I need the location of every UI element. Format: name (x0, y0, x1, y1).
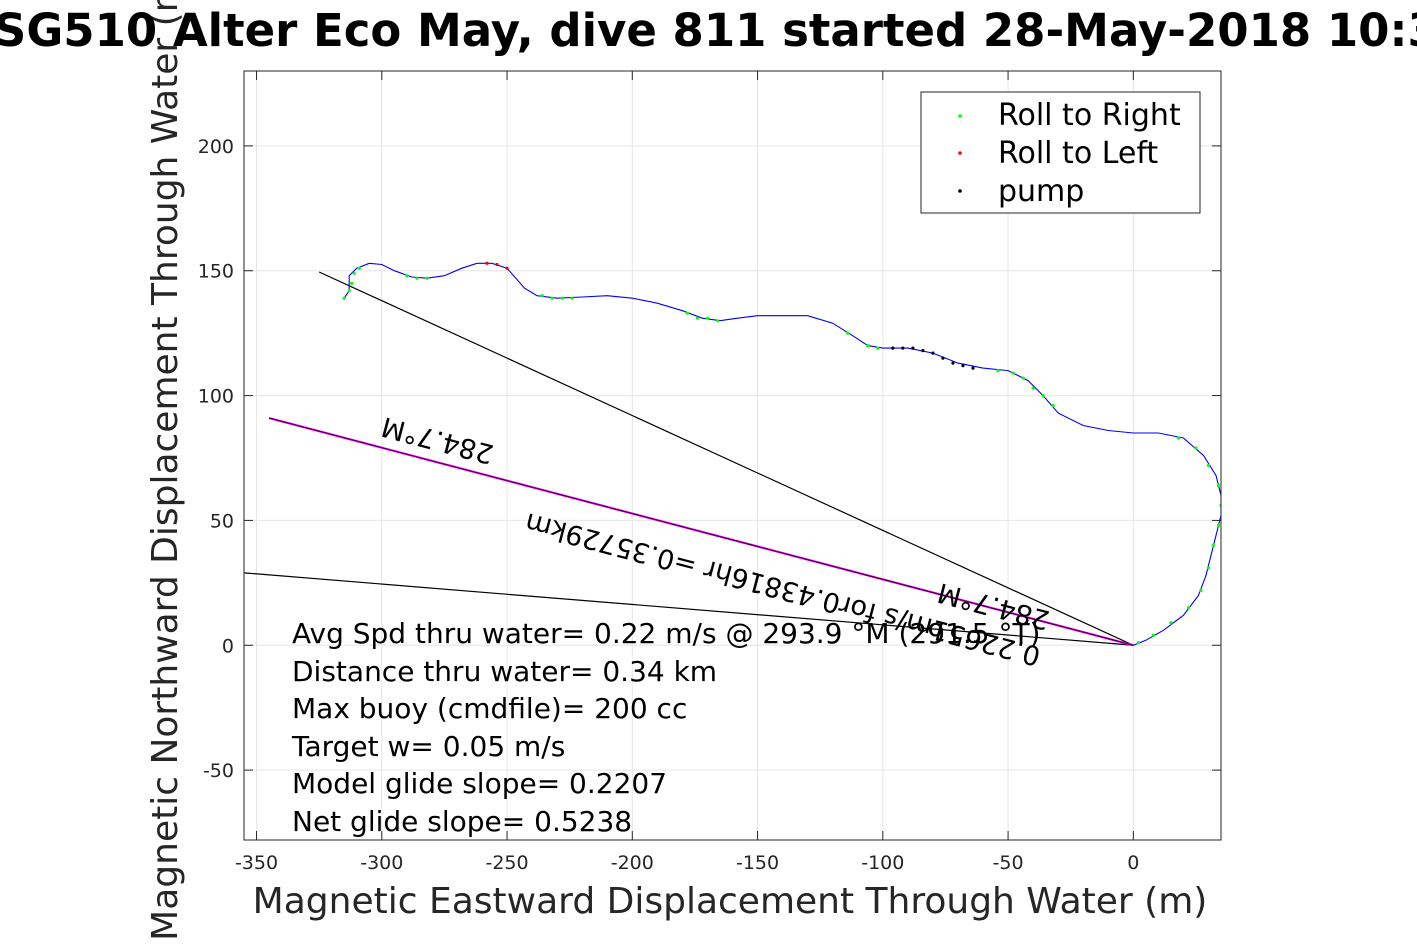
roll-left-marker (495, 262, 499, 267)
glider-track (343, 262, 1221, 646)
average-heading-line (268, 416, 1134, 647)
roll-right-marker (1194, 446, 1198, 450)
roll-right-marker (876, 346, 880, 350)
plot-frame (243, 70, 1222, 841)
roll-right-marker (560, 296, 564, 300)
roll-right-marker (1136, 641, 1140, 645)
stat-max-buoy: Max buoy (cmdfile)= 200 cc (292, 692, 687, 725)
roll-right-marker (540, 294, 544, 298)
stat-distance: Distance thru water= 0.34 km (292, 655, 717, 688)
roll-right-marker (425, 276, 429, 280)
avg-heading-line-black (268, 417, 1134, 646)
roll-right-marker (715, 319, 720, 323)
y-tick-label: 0 (222, 635, 234, 657)
y-tick-label: 150 (198, 261, 234, 283)
roll-right-marker (1186, 606, 1191, 610)
roll-right-marker (1216, 523, 1221, 528)
roll-right-marker (415, 276, 419, 280)
pump-marker (971, 366, 975, 370)
heading-wedge-lines (244, 271, 1134, 646)
roll-right-marker (352, 271, 356, 275)
pump-marker (891, 346, 895, 350)
roll-right-marker (1041, 393, 1045, 398)
roll-right-marker (1031, 386, 1035, 390)
legend-label-pump: pump (998, 174, 1084, 209)
heading-outer-label: 284.7°M (379, 410, 497, 469)
axis-ticks: -350 -300 -250 -200 -150 -100 -50 0 -50 0 50 100 150… (198, 71, 1221, 874)
roll-right-marker (1169, 621, 1173, 625)
stat-model-glide: Model glide slope= 0.2207 (292, 767, 667, 800)
pump-marker (931, 351, 935, 355)
legend-marker-roll-right (958, 114, 962, 118)
x-axis-label: Magnetic Eastward Displacement Through W… (253, 881, 1208, 922)
roll-right-marker (350, 281, 354, 285)
stat-net-glide: Net glide slope= 0.5238 (292, 805, 632, 838)
roll-left-marker (485, 261, 489, 265)
roll-right-marker (550, 296, 554, 300)
roll-right-marker (996, 369, 1000, 373)
roll-right-marker (1051, 403, 1055, 408)
pump-marker (901, 346, 905, 350)
legend-marker-roll-left (958, 151, 962, 155)
heading-wedge-line (244, 572, 1134, 646)
roll-right-marker (347, 289, 351, 293)
x-tick-label: -50 (993, 852, 1024, 874)
x-tick-label: -100 (861, 852, 904, 874)
x-tick-label: -350 (235, 852, 278, 874)
roll-right-marker (1011, 371, 1015, 375)
track-line (343, 262, 1221, 646)
x-tick-label: -150 (736, 852, 779, 874)
roll-right-marker (695, 316, 700, 320)
y-tick-label: -50 (203, 760, 234, 782)
plot-data (244, 261, 1221, 647)
roll-right-marker (1206, 463, 1211, 468)
roll-right-marker (705, 316, 710, 320)
roll-right-marker (1176, 436, 1181, 440)
stat-target-w: Target w= 0.05 m/s (291, 730, 565, 763)
chart-title: SG510 Alter Eco May, dive 811 started 28… (0, 4, 1417, 57)
roll-right-marker (1021, 376, 1025, 380)
x-tick-label: -250 (485, 852, 528, 874)
roll-right-marker (1206, 566, 1211, 570)
y-tick-label: 200 (198, 136, 234, 158)
heading-wedge-line (318, 271, 1134, 646)
legend-label-roll-left: Roll to Left (998, 136, 1158, 171)
roll-right-marker (685, 311, 690, 315)
pump-marker (941, 356, 945, 360)
roll-right-marker (357, 266, 361, 270)
y-tick-label: 100 (198, 386, 234, 408)
roll-markers (342, 261, 1221, 645)
roll-right-marker (846, 331, 850, 335)
x-tick-label: 0 (1127, 852, 1139, 874)
roll-right-marker (866, 344, 870, 348)
roll-right-marker (1211, 543, 1216, 547)
stat-avg-speed: Avg Spd thru water= 0.22 m/s @ 293.9 °M … (292, 617, 1040, 650)
roll-right-marker (1216, 483, 1221, 488)
roll-right-marker (1151, 633, 1155, 637)
x-tick-label: -300 (360, 852, 403, 874)
pump-marker (921, 349, 925, 353)
roll-right-marker (405, 274, 409, 278)
y-tick-label: 50 (210, 510, 234, 532)
roll-right-marker (342, 296, 346, 300)
y-axis-label: Magnetic Northward Displacement Through … (145, 0, 186, 941)
legend-marker-pump (958, 189, 962, 193)
pump-marker (961, 364, 965, 368)
roll-right-marker (1199, 588, 1203, 592)
roll-left-marker (505, 266, 509, 270)
legend-box (920, 91, 1201, 214)
legend-label-roll-right: Roll to Right (998, 98, 1181, 133)
pump-marker (951, 361, 955, 365)
pump-marker (911, 346, 915, 350)
x-tick-label: -200 (611, 852, 654, 874)
stats-block: Avg Spd thru water= 0.22 m/s @ 293.9 °M … (291, 617, 1040, 838)
roll-right-marker (570, 296, 574, 300)
legend: Roll to Right Roll to Left pump (920, 91, 1201, 214)
